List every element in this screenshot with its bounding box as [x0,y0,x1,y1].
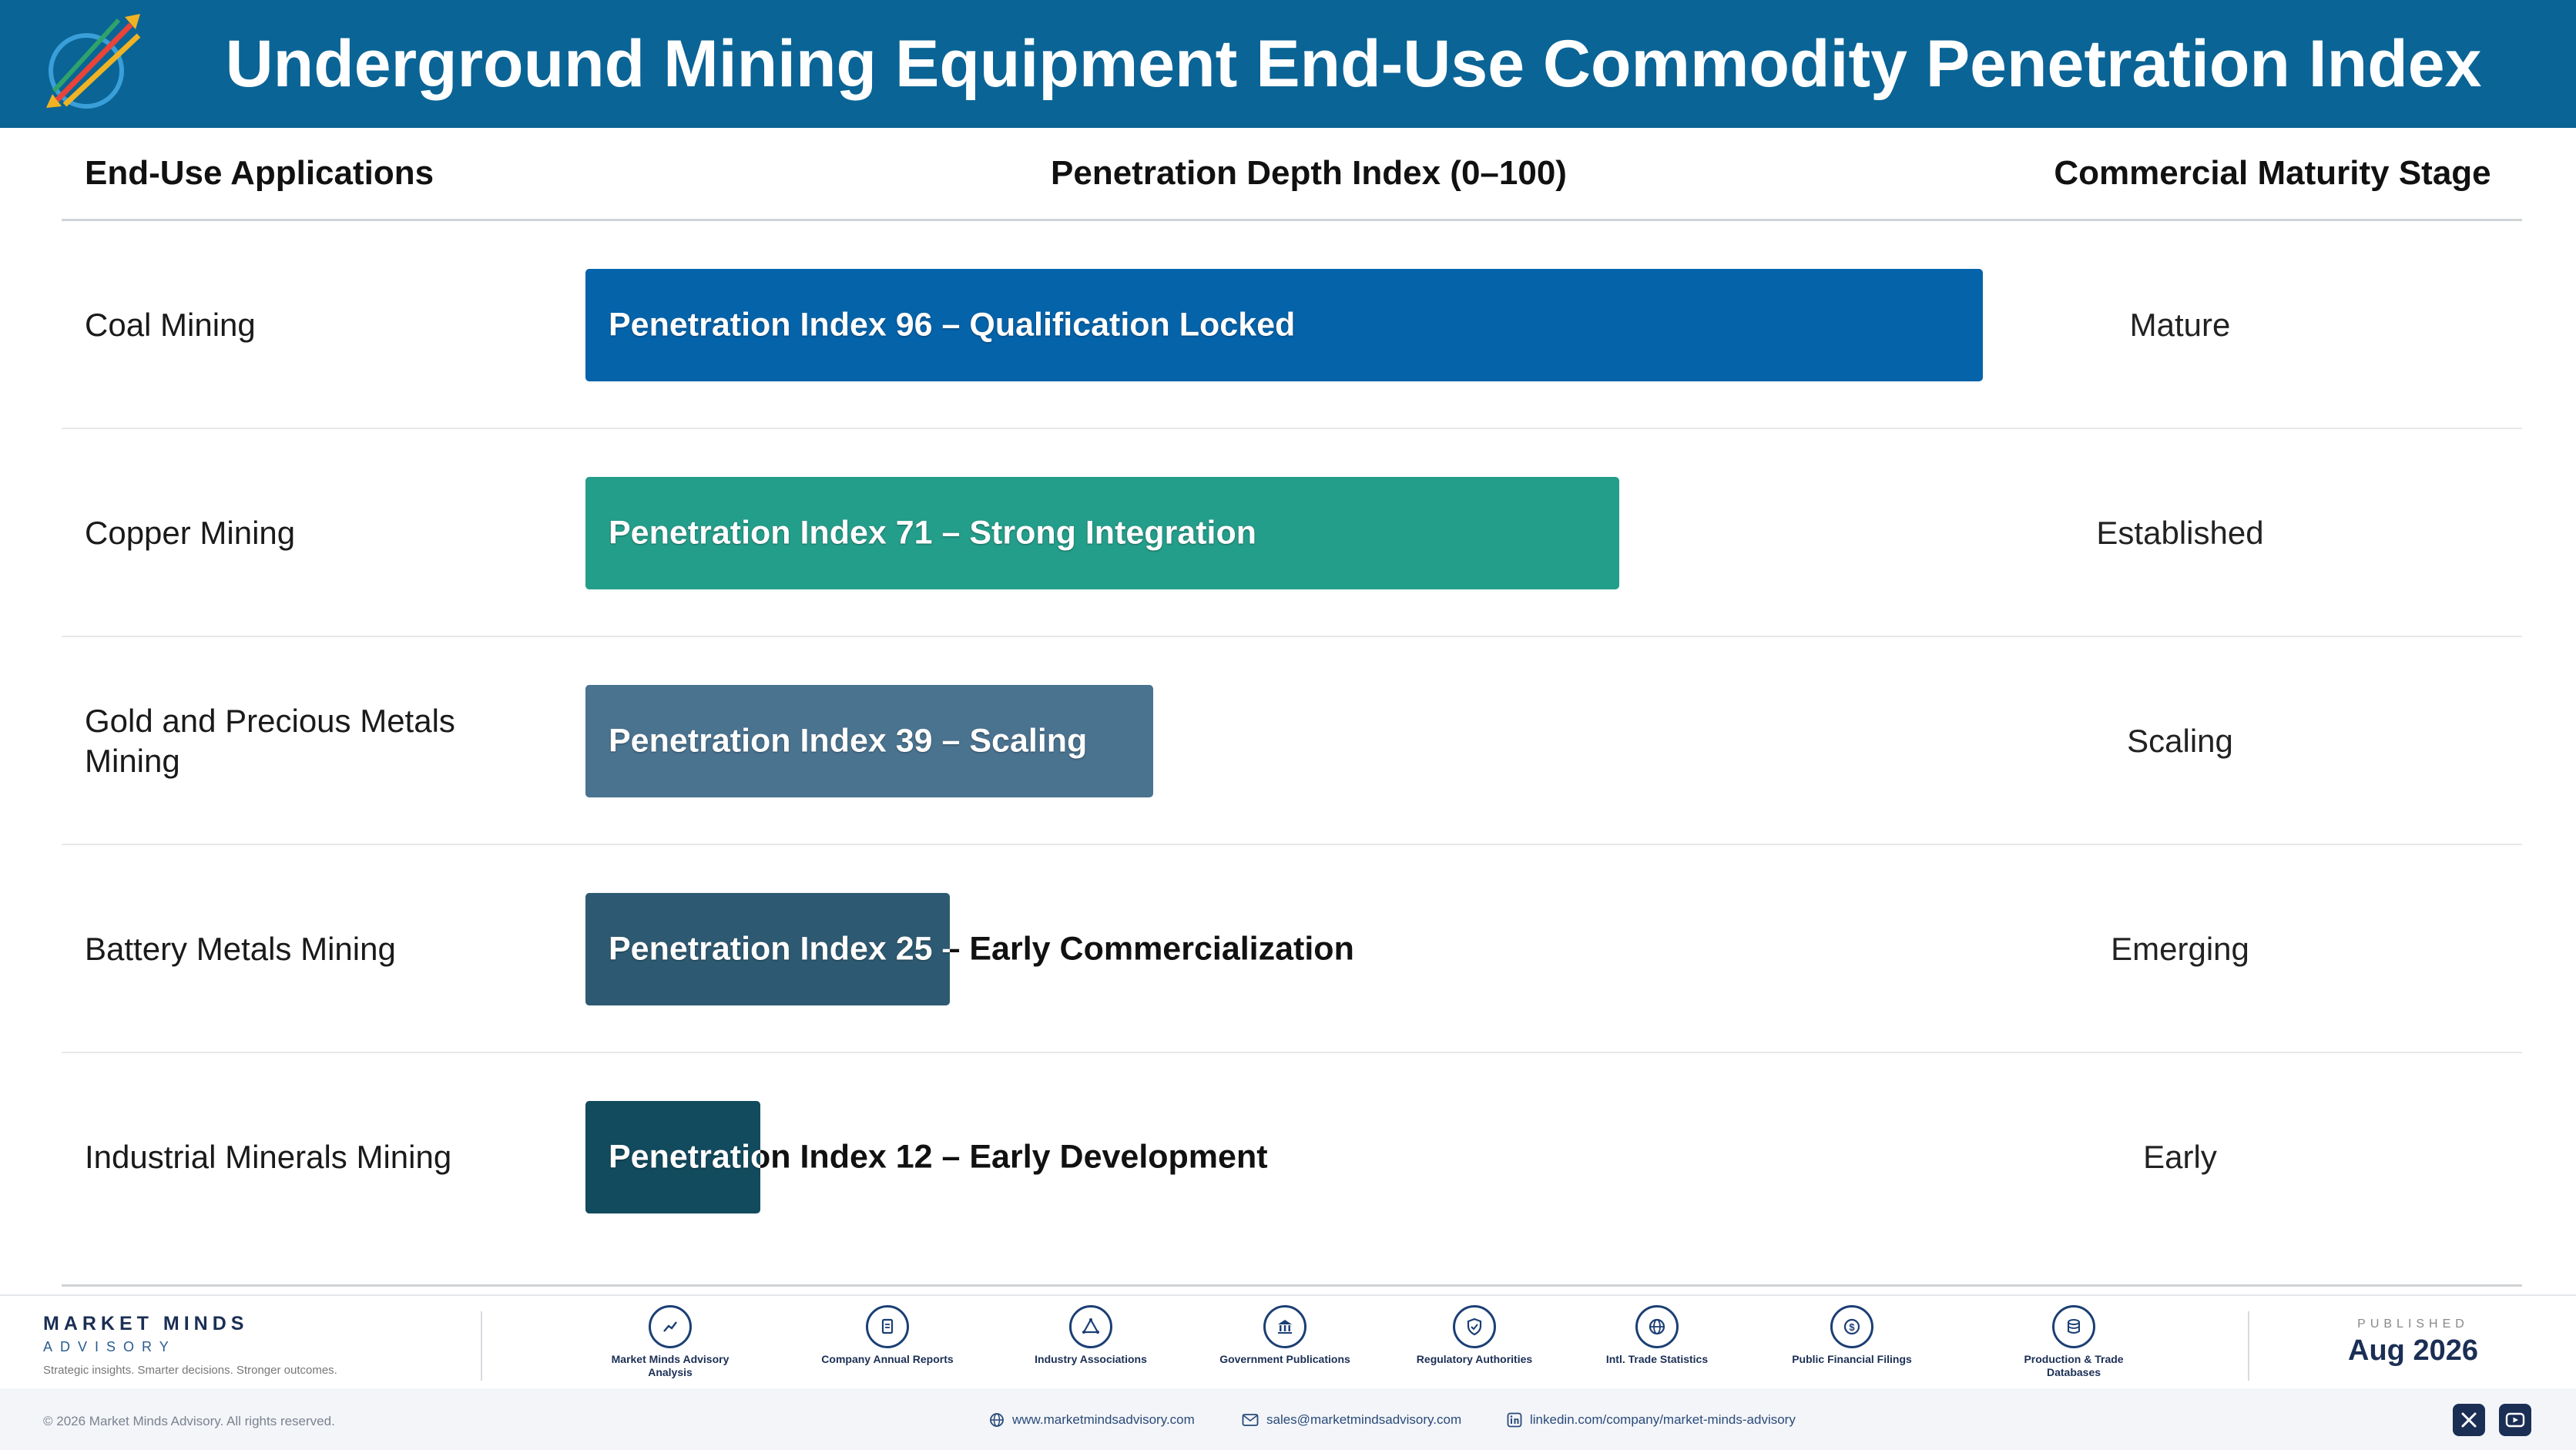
column-header-stage: Commercial Maturity Stage [2054,154,2491,192]
header-divider [62,219,2522,221]
bar-label-clip: Penetration Index 12 – Early Development [585,1101,760,1213]
maturity-stage-label: Mature [2129,307,2231,343]
source-label: Industry Associations [1035,1353,1147,1365]
penetration-bar [585,1101,760,1213]
email-text: sales@marketmindsadvisory.com [1266,1412,1462,1427]
source-item: $ Public Financial Filings [1775,1305,1929,1366]
chart-row: Battery Metals Mining Penetration Index 2… [62,845,2522,1053]
bar-label-clip: Penetration Index 71 – Strong Integratio… [585,477,1619,589]
copyright-text: © 2026 Market Minds Advisory. All rights… [43,1414,335,1428]
maturity-stage-label: Early [2143,1139,2217,1175]
chart-row: Gold and Precious Metals Mining Penetrati… [62,637,2522,845]
trend-icon [649,1305,692,1348]
application-label: Industrial Minerals Mining [85,1139,452,1175]
row-divider [62,1052,2522,1053]
brand-subtitle: ADVISORY [43,1339,176,1354]
source-item: Production & Trade Databases [1997,1305,2151,1379]
source-label: Production & Trade Databases [2024,1353,2124,1378]
row-divider [62,636,2522,637]
bar-value-label-overlay: Penetration Index 25 – Early Commerciali… [609,930,950,968]
brand-name: MARKET MINDS [43,1313,249,1334]
row-divider [62,844,2522,845]
source-item: Intl. Trade Statistics [1580,1305,1734,1366]
bar-value-label: Penetration Index 39 – Scaling [609,722,1088,760]
source-label: Government Publications [1219,1353,1350,1365]
source-item: Government Publications [1208,1305,1362,1366]
bar-label-clip: Penetration Index 39 – Scaling [585,685,1153,797]
x-social-button[interactable] [2453,1404,2485,1436]
linkedin-link[interactable]: linkedin.com/company/market-minds-adviso… [1507,1412,1796,1428]
application-label: Gold and Precious Metals Mining [85,703,455,779]
source-item: Regulatory Authorities [1397,1305,1551,1366]
footer: MARKET MINDS ADVISORY Strategic insights… [0,1294,2576,1450]
footer-sources-strip: MARKET MINDS ADVISORY Strategic insights… [0,1294,2576,1388]
penetration-bar [585,269,1983,381]
building-icon [1263,1305,1306,1348]
bar-label-clip: Penetration Index 96 – Qualification Loc… [585,269,1983,381]
bar-value-label-overlay: Penetration Index 39 – Scaling [609,722,1088,760]
x-icon [2461,1412,2477,1428]
linkedin-icon [1507,1412,1522,1428]
application-label: Battery Metals Mining [85,931,396,967]
youtube-icon [2505,1412,2525,1428]
source-label: Company Annual Reports [821,1353,954,1365]
bar-value-label-overlay: Penetration Index 96 – Qualification Loc… [609,306,1296,344]
bar-label-clip: Penetration Index 25 – Early Commerciali… [585,893,950,1005]
penetration-bar [585,685,1153,797]
bar-value-label: Penetration Index 25 – Early Commerciali… [609,930,1354,968]
maturity-stage-label: Scaling [2127,723,2233,759]
footer-divider [2248,1311,2249,1381]
linkedin-text: linkedin.com/company/market-minds-adviso… [1530,1412,1796,1427]
chart-row: Copper Mining Penetration Index 71 – Stro… [62,429,2522,637]
application-label: Coal Mining [85,307,256,343]
bar-value-label: Penetration Index 96 – Qualification Loc… [609,306,1296,344]
maturity-stage-label: Established [2096,515,2264,551]
bar-value-label: Penetration Index 12 – Early Development [609,1138,1268,1176]
source-label: Market Minds Advisory Analysis [611,1353,730,1378]
brand-tagline: Strategic insights. Smarter decisions. S… [43,1364,337,1377]
column-header-applications: End-Use Applications [85,154,434,192]
database-icon [2052,1305,2095,1348]
footer-divider [481,1311,482,1381]
dollar-icon: $ [1830,1305,1873,1348]
maturity-stage-label: Emerging [2111,931,2249,967]
globe-icon [1635,1305,1679,1348]
chart-bottom-divider [62,1284,2522,1287]
published-date: Aug 2026 [2348,1334,2478,1367]
email-link[interactable]: sales@marketmindsadvisory.com [1242,1412,1461,1428]
mail-icon [1242,1414,1259,1426]
published-label: PUBLISHED [2357,1317,2469,1331]
youtube-social-button[interactable] [2499,1404,2531,1436]
penetration-bar [585,477,1619,589]
header-bar: Underground Mining Equipment End-Use Com… [0,0,2576,128]
bar-value-label-overlay: Penetration Index 71 – Strong Integratio… [609,514,1257,552]
network-icon [1069,1305,1112,1348]
application-label: Copper Mining [85,515,296,551]
page-title: Underground Mining Equipment End-Use Com… [225,27,2482,101]
globe-icon [990,1413,1004,1427]
shield-icon [1453,1305,1496,1348]
bar-value-label: Penetration Index 71 – Strong Integratio… [609,514,1257,552]
chart-row: Industrial Minerals Mining Penetration In… [62,1053,2522,1261]
row-divider [62,428,2522,429]
column-header-index: Penetration Depth Index (0–100) [1051,154,1567,192]
source-item: Company Annual Reports [810,1305,964,1366]
source-label: Intl. Trade Statistics [1605,1353,1709,1365]
website-link[interactable]: www.marketmindsadvisory.com [989,1412,1195,1428]
chart-row: Coal Mining Penetration Index 96 – Qualif… [62,221,2522,429]
document-icon [866,1305,909,1348]
source-item: Industry Associations [1014,1305,1168,1366]
source-label: Public Financial Filings [1792,1353,1912,1365]
bar-value-label-overlay: Penetration Index 12 – Early Development [609,1138,760,1176]
svg-text:$: $ [1849,1321,1855,1333]
logo-icon [46,14,141,109]
source-label: Regulatory Authorities [1416,1353,1533,1365]
penetration-bar [585,893,950,1005]
source-item: Market Minds Advisory Analysis [593,1305,747,1379]
website-text: www.marketmindsadvisory.com [1012,1412,1195,1427]
